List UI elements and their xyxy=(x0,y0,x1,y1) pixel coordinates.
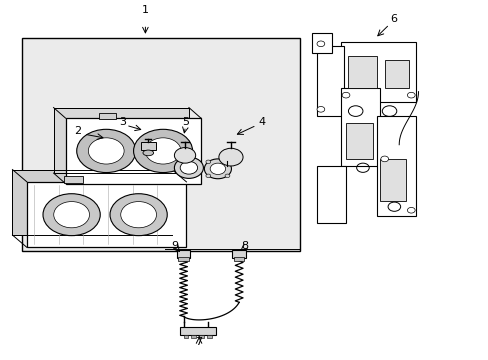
Text: 3: 3 xyxy=(119,117,126,127)
Text: 9: 9 xyxy=(170,241,178,251)
Bar xyxy=(22,39,300,251)
Bar xyxy=(99,113,116,119)
Circle shape xyxy=(316,41,324,47)
Bar xyxy=(63,176,83,183)
Circle shape xyxy=(205,160,210,163)
Bar xyxy=(140,142,156,150)
Circle shape xyxy=(210,163,225,175)
Bar xyxy=(316,46,343,116)
Polygon shape xyxy=(53,108,188,173)
Text: 5: 5 xyxy=(182,117,189,127)
Text: 4: 4 xyxy=(258,117,265,127)
Bar xyxy=(348,56,377,88)
Circle shape xyxy=(407,207,414,213)
Bar xyxy=(180,328,216,335)
Circle shape xyxy=(174,157,203,178)
Bar xyxy=(377,116,415,216)
Circle shape xyxy=(121,202,156,228)
Text: 6: 6 xyxy=(389,14,396,24)
Polygon shape xyxy=(12,170,172,235)
Text: 1: 1 xyxy=(142,5,148,15)
Polygon shape xyxy=(65,118,201,184)
Bar xyxy=(183,334,188,338)
Bar xyxy=(177,250,190,258)
Bar xyxy=(206,334,211,338)
Circle shape xyxy=(77,129,136,172)
Circle shape xyxy=(180,161,197,174)
Circle shape xyxy=(316,107,324,112)
Bar xyxy=(379,159,406,201)
Text: 7: 7 xyxy=(195,337,202,347)
Bar xyxy=(316,166,346,222)
Circle shape xyxy=(342,92,349,98)
Bar xyxy=(311,33,331,53)
Circle shape xyxy=(407,92,414,98)
Bar xyxy=(341,88,379,166)
Circle shape xyxy=(133,129,192,172)
Bar xyxy=(232,250,245,258)
Circle shape xyxy=(145,138,181,164)
Bar xyxy=(384,60,408,88)
Bar xyxy=(191,334,196,338)
Circle shape xyxy=(219,148,243,166)
Circle shape xyxy=(204,159,231,179)
Bar xyxy=(199,334,203,338)
Circle shape xyxy=(43,194,100,236)
Bar xyxy=(233,257,244,261)
Circle shape xyxy=(88,138,124,164)
Bar xyxy=(178,257,188,261)
Circle shape xyxy=(54,202,89,228)
Circle shape xyxy=(224,174,229,177)
Bar xyxy=(346,123,372,159)
Text: 8: 8 xyxy=(241,241,247,251)
Polygon shape xyxy=(27,182,186,247)
Text: 2: 2 xyxy=(74,126,81,136)
Circle shape xyxy=(380,156,388,162)
Circle shape xyxy=(224,160,229,163)
Circle shape xyxy=(174,148,195,163)
Circle shape xyxy=(205,174,210,177)
Ellipse shape xyxy=(142,150,153,156)
Circle shape xyxy=(110,194,167,236)
Bar xyxy=(341,42,415,102)
